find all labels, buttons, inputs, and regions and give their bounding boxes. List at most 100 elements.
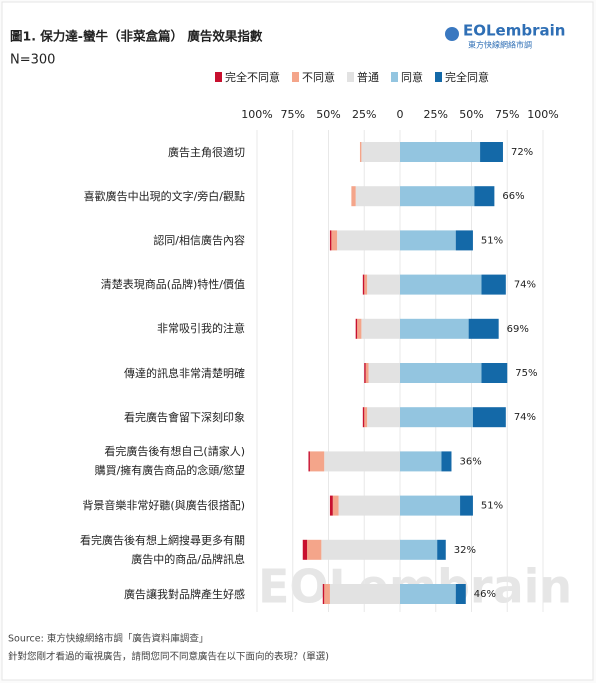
source: Source: 東方快線網絡市調「廣告資料庫調查」 xyxy=(8,633,208,645)
bar-segment xyxy=(307,539,322,560)
total-label: 51% xyxy=(481,235,503,246)
bar-segment xyxy=(355,186,400,207)
bar-segment xyxy=(362,407,365,428)
bar-segment xyxy=(365,363,369,383)
bar-segment xyxy=(400,142,481,162)
bar-segment xyxy=(302,539,308,560)
total-label: 66% xyxy=(502,191,524,202)
legend-label: 普通 xyxy=(357,70,379,84)
bar-segment xyxy=(400,230,456,251)
bar-segment xyxy=(400,584,456,604)
x-tick-label: 25% xyxy=(424,108,448,121)
bar-segment xyxy=(468,318,499,339)
bar-segment xyxy=(329,230,332,251)
bar-segment xyxy=(329,584,400,604)
x-tick-label: 75% xyxy=(281,108,305,121)
bar-segment xyxy=(331,230,338,251)
logo-icon xyxy=(445,27,459,41)
legend-swatch xyxy=(215,72,222,82)
bar-segment xyxy=(362,274,365,295)
bar-segment xyxy=(460,495,473,516)
bar-segment xyxy=(400,318,469,339)
total-label: 36% xyxy=(459,456,481,467)
bar-segment xyxy=(455,230,473,251)
bar-segment xyxy=(400,539,438,560)
category-label: 傳達的訊息非常清楚明確 xyxy=(124,366,245,380)
x-tick-label: 50% xyxy=(316,108,340,121)
x-tick-label: 25% xyxy=(352,108,376,121)
bar-segment xyxy=(400,495,461,516)
bar-segment xyxy=(308,451,310,472)
bar-segment xyxy=(359,142,362,162)
bar-segment xyxy=(400,407,473,428)
bar-segment xyxy=(332,495,339,516)
bar-segment xyxy=(441,451,452,472)
question: 針對您剛才看過的電視廣告，請問您同不同意廣告在以下面向的表現？(單選) xyxy=(8,651,329,663)
bar-segment xyxy=(481,274,506,295)
bar-segment xyxy=(364,407,368,428)
x-tick-label: 100% xyxy=(241,108,272,121)
category-label: 看完廣告後有想自己(請家人) 購買/擁有廣告商品的念頭/慾望 xyxy=(94,445,245,478)
legend-label: 完全同意 xyxy=(445,70,489,84)
bar-segment xyxy=(338,495,400,516)
bar-segment xyxy=(367,407,400,428)
bar-segment xyxy=(351,186,356,207)
legend-swatch xyxy=(435,72,442,82)
bar-segment xyxy=(337,230,400,251)
x-tick-label: 0 xyxy=(397,108,404,121)
x-tick-label: 100% xyxy=(527,108,558,121)
bar-segment xyxy=(361,142,400,162)
bar-segment xyxy=(481,363,508,383)
bar-segment xyxy=(364,274,368,295)
category-label: 廣告主角很適切 xyxy=(168,145,245,159)
legend-label: 不同意 xyxy=(302,70,335,84)
bar-segment xyxy=(400,363,482,383)
bar-segment xyxy=(472,407,506,428)
bar-segment xyxy=(455,584,466,604)
category-label: 看完廣告後有想上網搜尋更多有關 廣告中的商品/品牌訊息 xyxy=(80,533,245,566)
total-label: 51% xyxy=(481,501,503,512)
category-label: 非常吸引我的注意 xyxy=(157,322,245,336)
legend-label: 完全不同意 xyxy=(225,70,280,84)
category-label: 喜歡廣告中出現的文字/旁白/觀點 xyxy=(83,189,245,203)
total-label: 74% xyxy=(514,412,536,423)
bar-segment xyxy=(357,318,362,339)
bar-segment xyxy=(329,495,333,516)
bar-segment xyxy=(367,274,400,295)
bar-segment xyxy=(322,584,325,604)
x-tick-label: 50% xyxy=(459,108,483,121)
bar-segment xyxy=(321,539,400,560)
title: 圖1. 保力達-蠻牛（非菜盒篇） 廣告效果指數 xyxy=(10,29,263,44)
total-label: 72% xyxy=(511,147,533,158)
bar-segment xyxy=(437,539,446,560)
sample-size: N=300 xyxy=(10,53,55,68)
bar-segment xyxy=(400,186,475,207)
bar-segment xyxy=(368,363,400,383)
bar-segment xyxy=(400,274,482,295)
x-tick-label: 75% xyxy=(495,108,519,121)
total-label: 74% xyxy=(514,280,536,291)
category-label: 背景音樂非常好聽(與廣告很搭配) xyxy=(82,499,245,513)
logo: EOLembrain xyxy=(463,22,565,40)
bar-segment xyxy=(480,142,503,162)
bar-segment xyxy=(324,584,330,604)
legend-label: 同意 xyxy=(401,70,423,84)
total-label: 69% xyxy=(507,324,529,335)
category-label: 認同/相信廣告內容 xyxy=(153,233,245,247)
logo-subtitle: 東方快線網絡市調 xyxy=(468,40,532,50)
total-label: 46% xyxy=(474,589,496,600)
legend-swatch xyxy=(292,72,299,82)
bar-segment xyxy=(364,363,366,383)
bar-segment xyxy=(324,451,400,472)
bar-segment xyxy=(474,186,495,207)
total-label: 75% xyxy=(515,368,537,379)
bar-segment xyxy=(355,318,358,339)
bar-segment xyxy=(309,451,325,472)
bar-segment xyxy=(361,318,400,339)
legend-swatch xyxy=(347,72,354,82)
category-label: 廣告讓我對品牌產生好感 xyxy=(124,587,245,601)
bar-segment xyxy=(400,451,442,472)
